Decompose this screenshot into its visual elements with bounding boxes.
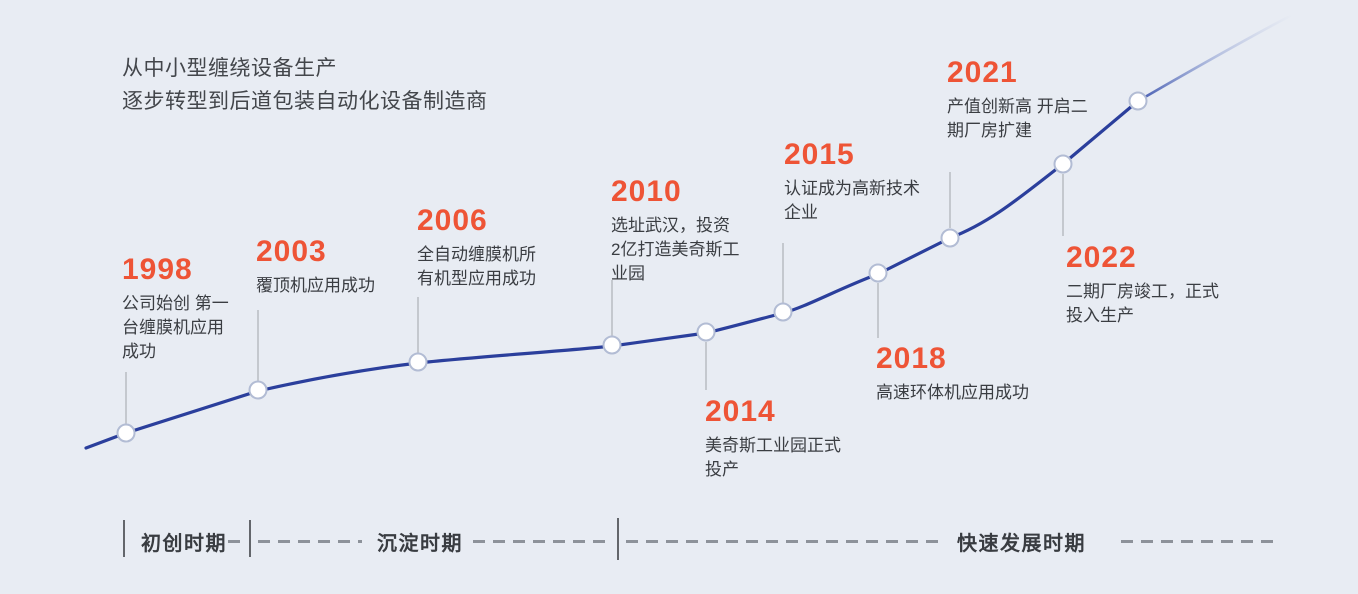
milestone-desc-line: 台缠膜机应用 bbox=[122, 318, 224, 337]
milestone-marker bbox=[696, 322, 716, 342]
milestone-year: 2010 bbox=[611, 175, 682, 208]
milestone-desc-line: 产值创新高 开启二 bbox=[947, 97, 1088, 116]
milestone-desc-line: 公司始创 第一 bbox=[122, 294, 229, 313]
milestone-connectors bbox=[125, 172, 1064, 424]
milestone-year: 2003 bbox=[256, 235, 327, 268]
milestone-2021: 2021 产值创新高 开启二 期厂房扩建 bbox=[947, 57, 1088, 143]
phase-label-rapid-growth: 快速发展时期 bbox=[957, 533, 1086, 555]
milestone-year: 2021 bbox=[947, 56, 1018, 89]
milestone-2003: 2003 覆顶机应用成功 bbox=[256, 236, 375, 298]
milestone-1998: 1998 公司始创 第一 台缠膜机应用 成功 bbox=[122, 254, 229, 364]
milestone-desc-line: 认证成为高新技术 bbox=[784, 179, 920, 198]
milestone-marker bbox=[1053, 154, 1073, 174]
milestone-year: 1998 bbox=[122, 253, 193, 286]
milestone-2010: 2010 选址武汉，投资 2亿打造美奇斯工 业园 bbox=[611, 176, 739, 286]
milestone-desc-line: 美奇斯工业园正式 bbox=[705, 436, 841, 455]
milestone-marker bbox=[248, 380, 268, 400]
milestone-desc-line: 选址武汉，投资 bbox=[611, 216, 730, 235]
milestone-desc-line: 业园 bbox=[611, 264, 645, 283]
phase-dash-line bbox=[626, 540, 938, 543]
milestone-2022: 2022 二期厂房竣工，正式 投入生产 bbox=[1066, 242, 1219, 328]
milestone-marker bbox=[940, 228, 960, 248]
milestone-marker bbox=[1128, 91, 1148, 111]
milestone-marker bbox=[116, 423, 136, 443]
milestone-marker bbox=[868, 263, 888, 283]
milestone-2006: 2006 全自动缠膜机所 有机型应用成功 bbox=[417, 205, 536, 291]
milestone-year: 2006 bbox=[417, 204, 488, 237]
phase-tick bbox=[249, 520, 251, 557]
milestone-markers bbox=[116, 91, 1148, 443]
milestone-year: 2014 bbox=[705, 395, 776, 428]
milestone-desc-line: 期厂房扩建 bbox=[947, 121, 1032, 140]
milestone-2015: 2015 认证成为高新技术 企业 bbox=[784, 139, 920, 225]
phase-label-initial: 初创时期 bbox=[141, 533, 227, 555]
intro-text: 从中小型缠绕设备生产 逐步转型到后道包装自动化设备制造商 bbox=[122, 52, 488, 118]
milestone-2018: 2018 高速环体机应用成功 bbox=[876, 343, 1029, 405]
phase-label-accumulation: 沉淀时期 bbox=[377, 533, 463, 555]
phase-tick bbox=[617, 518, 619, 560]
milestone-year: 2022 bbox=[1066, 241, 1137, 274]
growth-curve bbox=[84, 99, 1140, 450]
phase-dash-line bbox=[228, 540, 246, 543]
milestone-desc-line: 企业 bbox=[784, 203, 818, 222]
milestone-desc-line: 覆顶机应用成功 bbox=[256, 276, 375, 295]
milestone-desc-line: 投产 bbox=[705, 460, 739, 479]
milestone-desc-line: 有机型应用成功 bbox=[417, 269, 536, 288]
phase-dash-line bbox=[1121, 540, 1274, 543]
milestone-year: 2015 bbox=[784, 138, 855, 171]
milestone-marker bbox=[773, 302, 793, 322]
milestone-desc-line: 二期厂房竣工，正式 bbox=[1066, 282, 1219, 301]
growth-curve-fade bbox=[1136, 13, 1294, 103]
phase-dash-line bbox=[473, 540, 613, 543]
milestone-desc-line: 高速环体机应用成功 bbox=[876, 383, 1029, 402]
phase-dash-line bbox=[258, 540, 362, 543]
milestone-desc-line: 全自动缠膜机所 bbox=[417, 245, 536, 264]
intro-line-2: 逐步转型到后道包装自动化设备制造商 bbox=[122, 90, 488, 113]
milestone-2014: 2014 美奇斯工业园正式 投产 bbox=[705, 396, 841, 482]
phase-tick bbox=[123, 520, 125, 557]
milestone-marker bbox=[602, 335, 622, 355]
milestone-desc-line: 投入生产 bbox=[1066, 306, 1134, 325]
milestone-desc-line: 成功 bbox=[122, 342, 156, 361]
milestone-marker bbox=[408, 352, 428, 372]
milestone-year: 2018 bbox=[876, 342, 947, 375]
intro-line-1: 从中小型缠绕设备生产 bbox=[122, 57, 337, 80]
milestone-desc-line: 2亿打造美奇斯工 bbox=[611, 240, 740, 259]
